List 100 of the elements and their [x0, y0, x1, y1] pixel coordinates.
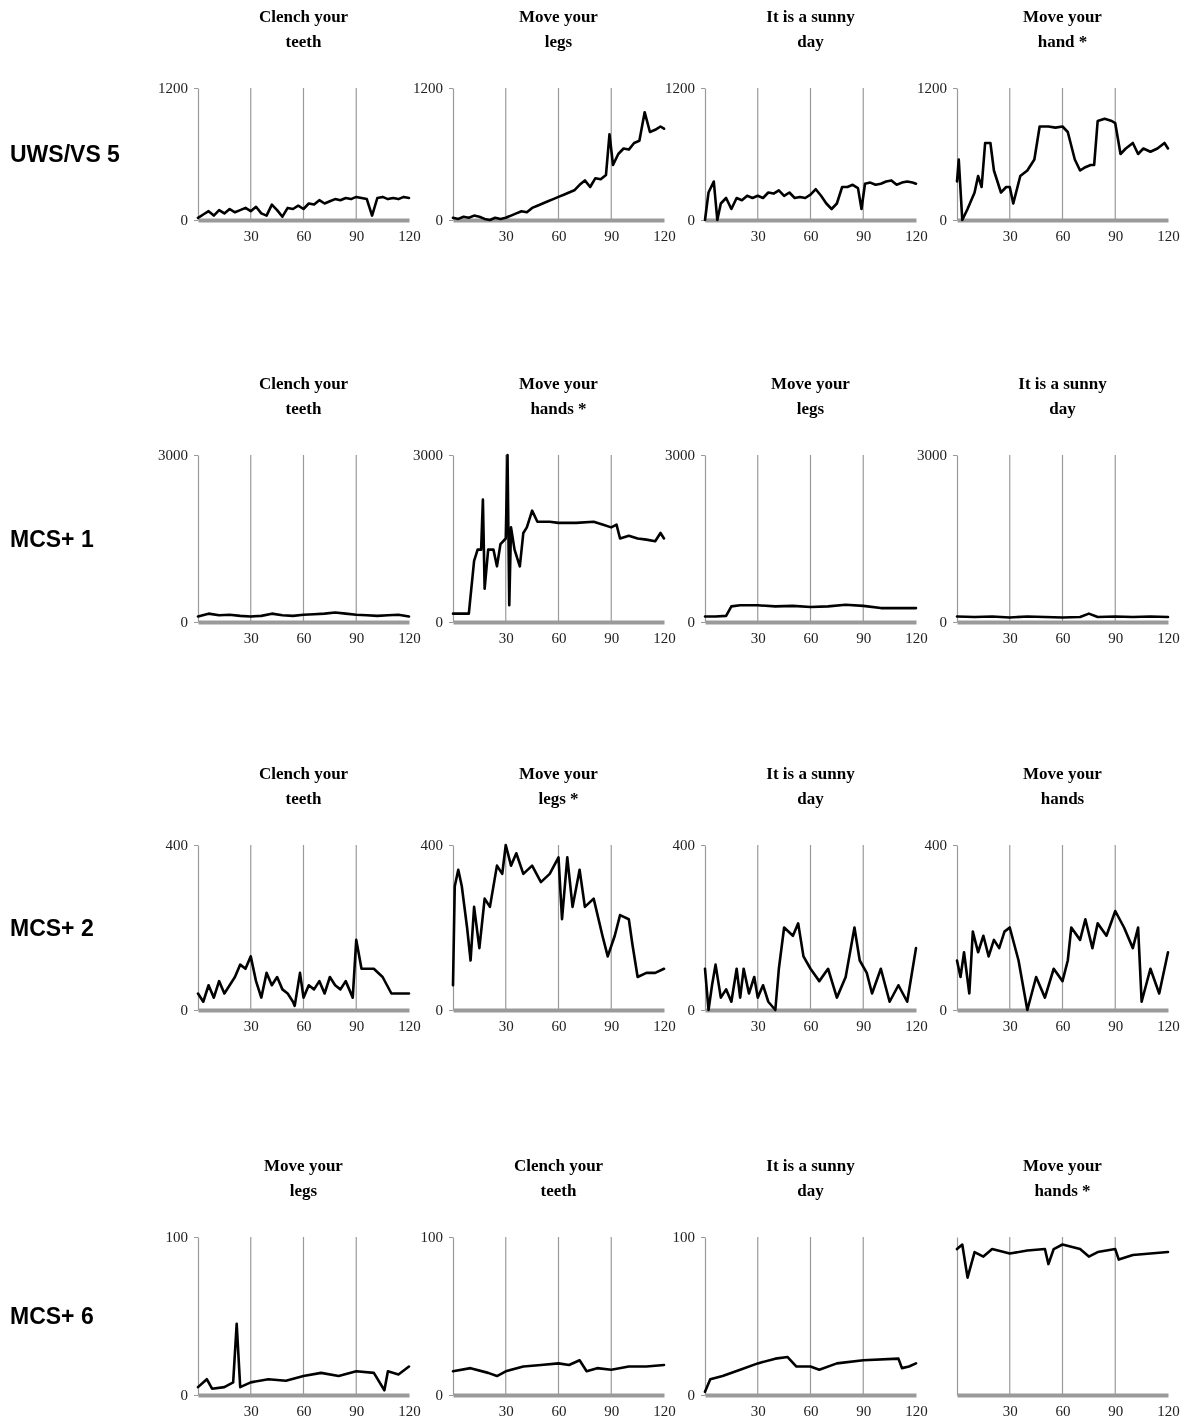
x-tick-label: 60	[296, 227, 312, 244]
chart-title: It is a sunny day	[766, 764, 856, 808]
x-tick-label: 90	[856, 227, 872, 244]
y-tick-label: 3000	[665, 447, 695, 464]
x-tick-label: 90	[349, 1017, 365, 1034]
x-tick-label: 90	[1108, 1402, 1124, 1419]
x-tick-label: 30	[498, 1017, 514, 1034]
x-tick-label: 90	[604, 1017, 620, 1034]
x-tick-label: 60	[296, 1402, 312, 1419]
chart-title: Move your legs	[264, 1156, 344, 1200]
x-tick-label: 30	[243, 227, 259, 244]
x-tick-label: 30	[1002, 227, 1018, 244]
x-tick-label: 30	[750, 1017, 766, 1034]
x-tick-label: 120	[1157, 629, 1180, 646]
line-series	[955, 909, 1170, 1012]
y-tick-label: 0	[687, 1387, 695, 1404]
x-tick-label: 60	[551, 1017, 567, 1034]
x-tick-label: 120	[1157, 227, 1180, 244]
y-tick-label: 100	[420, 1229, 443, 1246]
x-tick-label: 30	[1002, 629, 1018, 646]
x-tick-label: 30	[243, 629, 259, 646]
x-tick-label: 120	[398, 227, 421, 244]
chart-title: It is a sunny day	[1018, 374, 1108, 418]
chart-title: It is a sunny day	[766, 7, 856, 51]
x-tick-label: 90	[349, 227, 365, 244]
y-tick-label: 0	[435, 614, 443, 631]
y-tick-label: 1200	[665, 80, 695, 97]
y-tick-label: 400	[672, 837, 695, 854]
x-tick-label: 60	[803, 629, 819, 646]
x-tick-label: 90	[349, 1402, 365, 1419]
x-tick-label: 120	[398, 629, 421, 646]
y-tick-label: 1200	[917, 80, 947, 97]
x-tick-label: 120	[653, 629, 676, 646]
x-tick-label: 30	[750, 1402, 766, 1419]
x-tick-label: 30	[1002, 1402, 1018, 1419]
x-tick-label: 60	[296, 1017, 312, 1034]
chart-title: Clench your teeth	[258, 374, 349, 418]
y-axis-title: MCS+ 2	[10, 914, 94, 941]
chart-title: Move your legs *	[519, 764, 599, 808]
x-tick-label: 60	[803, 227, 819, 244]
y-tick-label: 0	[180, 1002, 188, 1019]
y-tick-label: 100	[165, 1229, 188, 1246]
line-series	[703, 1355, 918, 1394]
x-tick-label: 30	[750, 227, 766, 244]
chart-title: Move your hand *	[1023, 7, 1103, 51]
x-tick-label: 120	[398, 1402, 421, 1419]
y-tick-label: 0	[939, 212, 947, 229]
chart-title: Clench your teeth	[258, 764, 349, 808]
x-tick-label: 60	[803, 1017, 819, 1034]
chart-title: Clench your teeth	[258, 7, 349, 51]
x-tick-label: 90	[604, 1402, 620, 1419]
y-tick-label: 3000	[413, 447, 443, 464]
x-tick-label: 60	[803, 1402, 819, 1419]
x-tick-label: 90	[604, 629, 620, 646]
y-tick-label: 0	[435, 1002, 443, 1019]
x-tick-label: 90	[1108, 227, 1124, 244]
x-tick-label: 90	[1108, 1017, 1124, 1034]
y-tick-label: 400	[420, 837, 443, 854]
y-tick-label: 0	[180, 1387, 188, 1404]
x-tick-label: 30	[498, 629, 514, 646]
x-tick-label: 90	[604, 227, 620, 244]
line-series	[703, 179, 918, 222]
y-tick-label: 0	[180, 212, 188, 229]
x-tick-label: 90	[856, 1017, 872, 1034]
line-series	[451, 453, 666, 615]
x-tick-label: 60	[551, 1402, 567, 1419]
x-tick-label: 120	[905, 1402, 928, 1419]
y-axis-title: UWS/VS 5	[10, 141, 121, 167]
line-series	[196, 1322, 411, 1392]
chart-title: Move your hands *	[1023, 1156, 1103, 1200]
x-tick-label: 120	[905, 227, 928, 244]
line-series	[196, 938, 411, 1008]
x-tick-label: 60	[551, 227, 567, 244]
y-tick-label: 400	[924, 837, 947, 854]
x-tick-label: 120	[905, 1017, 928, 1034]
x-tick-label: 90	[856, 1402, 872, 1419]
y-tick-label: 100	[672, 1229, 695, 1246]
x-tick-label: 30	[498, 227, 514, 244]
x-tick-label: 60	[1055, 227, 1071, 244]
chart-title: Move your hands	[1023, 764, 1103, 808]
x-tick-label: 120	[1157, 1017, 1180, 1034]
x-tick-label: 30	[243, 1402, 259, 1419]
x-tick-label: 30	[750, 629, 766, 646]
y-tick-label: 1200	[158, 80, 188, 97]
chart-title: It is a sunny day	[766, 1156, 856, 1200]
x-tick-label: 120	[653, 227, 676, 244]
y-tick-label: 0	[687, 1002, 695, 1019]
y-tick-label: 0	[687, 212, 695, 229]
line-series	[196, 195, 411, 220]
x-tick-label: 90	[856, 629, 872, 646]
x-tick-label: 30	[243, 1017, 259, 1034]
y-tick-label: 400	[165, 837, 188, 854]
y-tick-label: 0	[435, 212, 443, 229]
x-tick-label: 60	[1055, 1402, 1071, 1419]
x-tick-label: 60	[296, 629, 312, 646]
line-series	[451, 843, 666, 987]
x-tick-label: 60	[551, 629, 567, 646]
line-series	[703, 922, 918, 1012]
y-tick-label: 0	[939, 1002, 947, 1019]
x-tick-label: 30	[1002, 1017, 1018, 1034]
